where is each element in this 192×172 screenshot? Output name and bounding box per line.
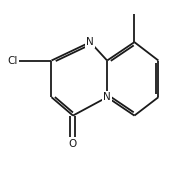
Text: N: N <box>103 92 111 102</box>
Text: Cl: Cl <box>8 56 18 66</box>
Text: O: O <box>69 139 77 149</box>
Text: N: N <box>86 37 94 47</box>
